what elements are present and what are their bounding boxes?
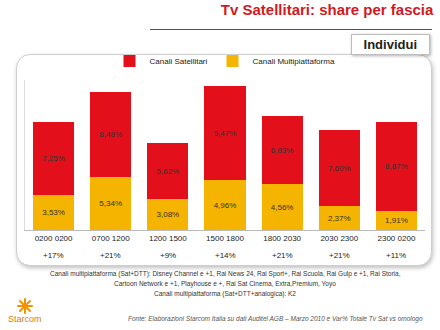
svg-text:Canali multipiattaforma (Sat+D: Canali multipiattaforma (Sat+DTT): Disne… bbox=[50, 270, 401, 278]
svg-text:Canali Satellitari: Canali Satellitari bbox=[150, 57, 208, 66]
svg-text:4,56%: 4,56% bbox=[271, 203, 294, 212]
svg-text:5,34%: 5,34% bbox=[99, 199, 122, 208]
html-text:Individui: Individui bbox=[363, 37, 417, 52]
svg-text:+9%: +9% bbox=[160, 251, 176, 260]
svg-text:6,83%: 6,83% bbox=[271, 146, 294, 155]
svg-text:Canali multipiattaforma (Sat+D: Canali multipiattaforma (Sat+DTT+analogi… bbox=[154, 290, 296, 298]
svg-text:0700 1200: 0700 1200 bbox=[92, 234, 130, 243]
svg-text:+17%: +17% bbox=[43, 251, 64, 260]
svg-text:Cartoon Network e +1, Playhous: Cartoon Network e +1, Playhouse e +, Rai… bbox=[114, 280, 336, 288]
svg-text:4,96%: 4,96% bbox=[214, 201, 237, 210]
svg-text:+21%: +21% bbox=[272, 251, 293, 260]
svg-text:2,37%: 2,37% bbox=[328, 214, 351, 223]
svg-text:+21%: +21% bbox=[100, 251, 121, 260]
svg-text:+14%: +14% bbox=[215, 251, 236, 260]
svg-text:Tv Satellitari: share per fasc: Tv Satellitari: share per fascia bbox=[221, 1, 434, 18]
svg-text:2030 2300: 2030 2300 bbox=[320, 234, 358, 243]
svg-text:1200 1500: 1200 1500 bbox=[149, 234, 187, 243]
svg-text:Canali Multipiattaforma: Canali Multipiattaforma bbox=[253, 57, 335, 66]
svg-text:2300 0200: 2300 0200 bbox=[378, 234, 416, 243]
svg-text:1800 2030: 1800 2030 bbox=[263, 234, 301, 243]
svg-text:1,91%: 1,91% bbox=[385, 216, 408, 225]
svg-text:3,08%: 3,08% bbox=[157, 210, 180, 219]
svg-text:9,47%: 9,47% bbox=[214, 129, 237, 138]
svg-text:8,87%: 8,87% bbox=[385, 162, 408, 171]
svg-text:7,25%: 7,25% bbox=[42, 154, 65, 163]
svg-text:+11%: +11% bbox=[386, 251, 406, 260]
svg-text:+21%: +21% bbox=[329, 251, 350, 260]
svg-text:7,60%: 7,60% bbox=[328, 164, 351, 173]
svg-text:1500 1800: 1500 1800 bbox=[206, 234, 244, 243]
svg-text:5,62%: 5,62% bbox=[157, 167, 180, 176]
svg-text:3,53%: 3,53% bbox=[42, 208, 65, 217]
html-text:Starcom: Starcom bbox=[8, 314, 42, 324]
svg-text:0200 0200: 0200 0200 bbox=[35, 234, 73, 243]
svg-text:8,48%: 8,48% bbox=[99, 130, 122, 139]
svg-text:Fonte: Elaborazioni Starcom It: Fonte: Elaborazioni Starcom Italia su da… bbox=[128, 315, 423, 323]
